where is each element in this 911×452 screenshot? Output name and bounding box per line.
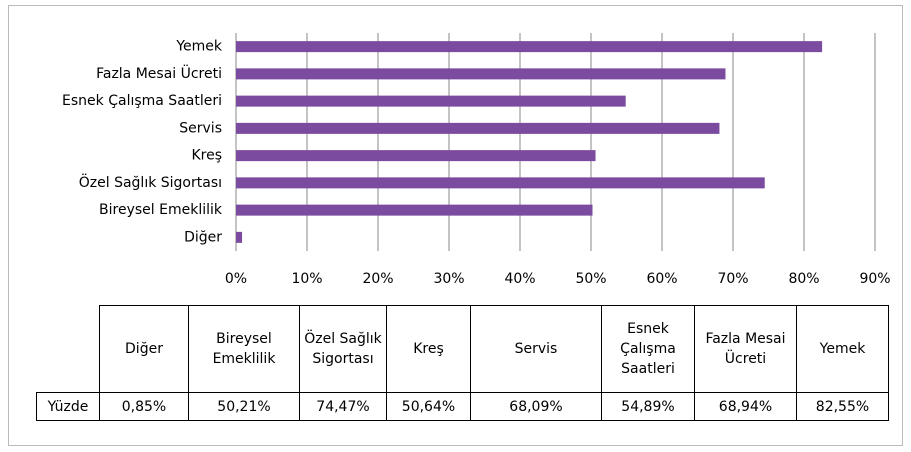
- chart-frame: [8, 5, 903, 446]
- table-value-cell: 82,55%: [796, 392, 889, 421]
- table-header-cell: Diğer: [99, 305, 189, 393]
- bar: [236, 122, 720, 134]
- x-tick-label: 10%: [291, 271, 322, 287]
- table-header-cell: Yemek: [796, 305, 889, 393]
- table-value-cell: 54,89%: [601, 392, 695, 421]
- bar: [236, 204, 593, 216]
- table-header-cell: Esnek Çalışma Saatleri: [601, 305, 695, 393]
- table-header-cell: Kreş: [386, 305, 471, 393]
- table-value-cell: 0,85%: [99, 392, 189, 421]
- x-tick-label: 90%: [859, 271, 890, 287]
- y-tick-label: Fazla Mesai Ücreti: [96, 64, 222, 82]
- y-tick-label: Bireysel Emeklilik: [99, 202, 223, 218]
- table-header-cell: Bireysel Emeklilik: [188, 305, 300, 393]
- x-tick-label: 50%: [575, 271, 606, 287]
- table-value-cell: 50,21%: [188, 392, 300, 421]
- x-tick-label: 30%: [433, 271, 464, 287]
- x-tick-label: 20%: [362, 271, 393, 287]
- bar: [236, 150, 596, 162]
- bar: [236, 231, 243, 243]
- y-tick-label: Esnek Çalışma Saatleri: [62, 93, 222, 109]
- x-tick-label: 0%: [225, 271, 247, 287]
- bar: [236, 95, 626, 107]
- table-header-cell: Özel Sağlık Sigortası: [299, 305, 387, 393]
- row-header: Yüzde: [36, 392, 100, 421]
- y-tick-label: Özel Sağlık Sigortası: [79, 173, 222, 191]
- x-tick-label: 70%: [717, 271, 748, 287]
- table-value-cell: 74,47%: [299, 392, 387, 421]
- y-tick-label: Kreş: [191, 148, 222, 164]
- bar: [236, 68, 726, 80]
- table-value-cell: 50,64%: [386, 392, 471, 421]
- table-value-cell: 68,94%: [694, 392, 797, 421]
- table-value-cell: 68,09%: [470, 392, 602, 421]
- table-header-cell: Fazla Mesai Ücreti: [694, 305, 797, 393]
- bar: [236, 177, 765, 189]
- x-tick-label: 80%: [788, 271, 819, 287]
- y-tick-label: Diğer: [184, 229, 222, 245]
- y-tick-label: Servis: [179, 120, 222, 136]
- x-tick-label: 60%: [646, 271, 677, 287]
- y-tick-label: Yemek: [175, 39, 223, 55]
- x-tick-label: 40%: [504, 271, 535, 287]
- bar: [236, 41, 823, 53]
- table-header-cell: Servis: [470, 305, 602, 393]
